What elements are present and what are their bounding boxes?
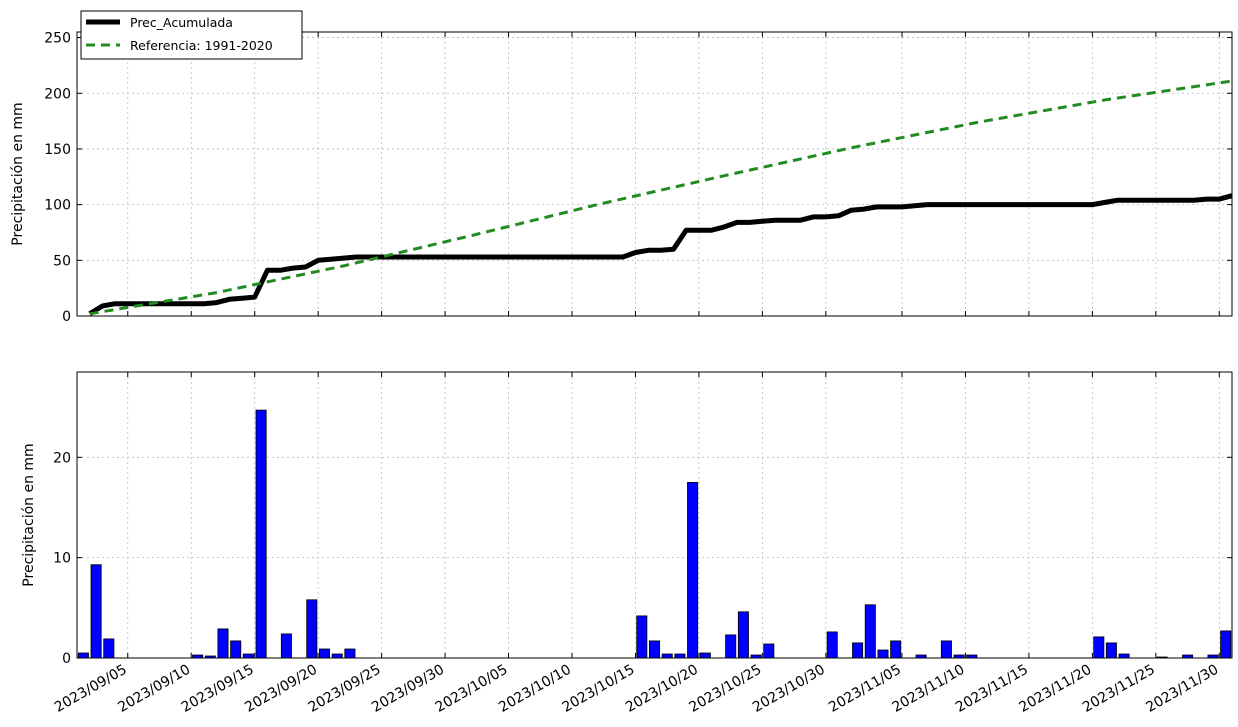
precip-bar: [1220, 630, 1232, 659]
precip-bar: [242, 653, 254, 659]
legend-label-referencia: Referencia: 1991-2020: [130, 38, 273, 53]
precip-bar: [674, 653, 686, 659]
legend-box: [80, 10, 303, 60]
top-grid: [77, 32, 1232, 317]
precip-bar: [763, 643, 775, 659]
cumulative-precipitation-panel: 0 50 100 150 200 250 Precipitación en mm Prec…: [10, 10, 1233, 325]
series-line-prec-acumulada: [88, 193, 1233, 316]
y-tick-label: 50: [53, 253, 71, 269]
precip-bar: [852, 642, 864, 659]
y-tick-label: 0: [62, 651, 71, 667]
top-y-axis: 0 50 100 150 200 250: [44, 31, 1232, 325]
y-tick-label: 150: [44, 142, 71, 158]
precip-bar: [90, 564, 102, 659]
legend: Prec_Acumulada Referencia: 1991-2020: [80, 10, 303, 60]
y-tick-label: 200: [44, 86, 71, 102]
precip-bar: [940, 640, 952, 659]
y-tick-label: 250: [44, 31, 71, 47]
precip-bar: [77, 652, 89, 659]
precip-bar: [636, 615, 648, 659]
bottom-plot-frame: [76, 371, 1233, 659]
precip-bar: [344, 648, 356, 659]
precip-bar: [103, 638, 115, 659]
precip-bar: [737, 611, 749, 659]
y-tick-label: 10: [53, 551, 71, 567]
precip-bar: [687, 481, 699, 659]
precip-bar: [255, 409, 267, 659]
precip-bar: [318, 648, 330, 659]
precip-bar: [826, 631, 838, 659]
top-series-layer: [88, 79, 1233, 316]
precip-bar: [217, 628, 229, 659]
precip-bar: [649, 640, 661, 659]
y-tick-label: 0: [62, 309, 71, 325]
precip-bar: [725, 634, 737, 659]
precip-bar: [280, 633, 292, 659]
precip-bar: [306, 599, 318, 659]
precip-bar: [331, 653, 343, 659]
top-plot-frame: [76, 31, 1233, 317]
precip-bar: [1093, 636, 1105, 659]
precip-bar: [864, 604, 876, 659]
precip-bar: [230, 640, 242, 659]
bottom-ylabel: Precipitación en mm: [21, 443, 37, 586]
bottom-y-axis: 0 10 20: [53, 450, 1232, 667]
top-ylabel: Precipitación en mm: [10, 102, 26, 245]
precip-bar: [1105, 642, 1117, 659]
precip-bar: [661, 653, 673, 659]
precip-bar: [890, 640, 902, 659]
precip-bar: [699, 652, 711, 659]
y-tick-label: 20: [53, 450, 71, 466]
precip-bar: [877, 649, 889, 659]
y-tick-label: 100: [44, 198, 71, 214]
legend-label-prec-acumulada: Prec_Acumulada: [130, 15, 233, 30]
precip-bar: [1118, 653, 1130, 659]
